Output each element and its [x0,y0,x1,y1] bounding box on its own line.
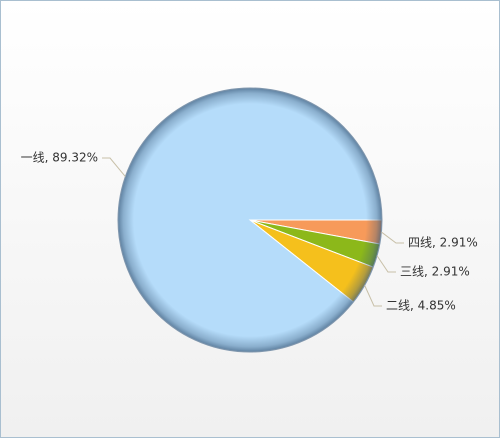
leader-line [381,231,404,244]
data-label: 二线, 4.85% [386,299,456,313]
data-label: 一线, 89.32% [21,151,98,165]
leader-line [376,255,396,273]
leader-line [364,285,382,307]
leader-line [102,157,126,177]
data-label: 三线, 2.91% [400,265,470,279]
data-label: 四线, 2.91% [408,236,478,250]
plot: 四线, 2.91% 三线, 2.91% 二线, 4.85% 一线, 89.32% [21,87,478,353]
pie-rim [117,87,383,353]
